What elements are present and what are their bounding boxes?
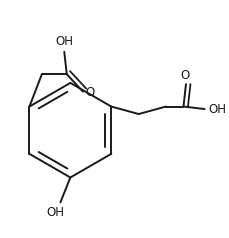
Text: OH: OH: [46, 206, 64, 219]
Text: O: O: [85, 86, 94, 99]
Text: OH: OH: [207, 103, 225, 115]
Text: O: O: [179, 69, 188, 82]
Text: OH: OH: [55, 35, 73, 48]
